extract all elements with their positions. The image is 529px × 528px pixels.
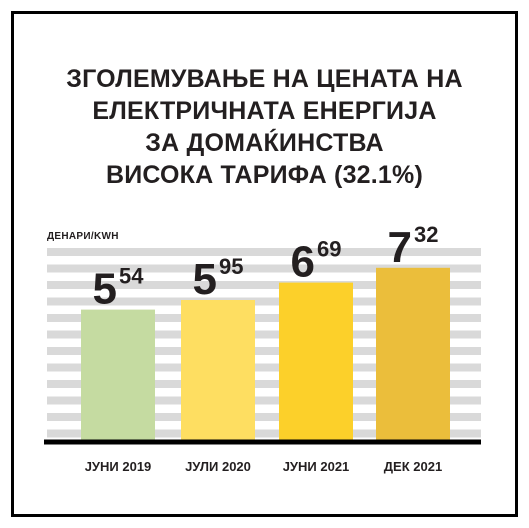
title-line-4: ВИСОКА ТАРИФА (32.1%) bbox=[105, 161, 423, 189]
value-label-sup: 95 bbox=[219, 254, 243, 279]
gridline bbox=[47, 380, 481, 388]
bar-1 bbox=[81, 309, 155, 440]
gridline bbox=[47, 314, 481, 322]
value-label-sup: 69 bbox=[317, 237, 341, 262]
gridline bbox=[47, 297, 481, 306]
category-label-2: ЈУЛИ 2020 bbox=[185, 459, 251, 474]
bars bbox=[81, 267, 450, 440]
gridline bbox=[47, 248, 481, 256]
value-label-3: 669 bbox=[291, 237, 342, 287]
gridline bbox=[47, 429, 481, 438]
value-label-main: 6 bbox=[291, 238, 315, 287]
value-label-2: 595 bbox=[193, 254, 244, 304]
gridline bbox=[47, 396, 481, 405]
bar-2 bbox=[181, 300, 255, 440]
gridline bbox=[47, 281, 481, 289]
category-label-3: ЈУНИ 2021 bbox=[283, 459, 350, 474]
gridlines bbox=[47, 248, 481, 438]
value-label-sup: 32 bbox=[414, 222, 438, 247]
title-line-3: ЗА ДОМАЌИНСТВА bbox=[145, 129, 384, 157]
gridline bbox=[47, 413, 481, 421]
title-line-2: ЕЛЕКТРИЧНАТА ЕНЕРГИЈА bbox=[92, 97, 437, 125]
value-label-main: 5 bbox=[193, 255, 217, 304]
value-label-4: 732 bbox=[388, 222, 439, 272]
value-labels: 554 595 669 732 bbox=[93, 222, 439, 314]
value-label-sup: 54 bbox=[119, 264, 144, 289]
y-axis-label: ДЕНАРИ/KWH bbox=[47, 231, 119, 242]
gridline bbox=[47, 330, 481, 339]
title-line-1: ЗГОЛЕМУВАЊЕ НА ЦЕНАТА НА bbox=[66, 65, 463, 93]
gridline bbox=[47, 264, 481, 273]
category-label-1: ЈУНИ 2019 bbox=[85, 459, 152, 474]
category-labels: ЈУНИ 2019 ЈУЛИ 2020 ЈУНИ 2021 ДЕК 2021 bbox=[85, 459, 443, 474]
gridline bbox=[47, 347, 481, 355]
bar-4 bbox=[376, 267, 450, 440]
gridline bbox=[47, 363, 481, 372]
bar-3 bbox=[279, 282, 353, 440]
value-label-main: 5 bbox=[93, 265, 117, 314]
value-label-1: 554 bbox=[93, 264, 145, 314]
category-label-4: ДЕК 2021 bbox=[384, 459, 442, 474]
chart-title: ЗГОЛЕМУВАЊЕ НА ЦЕНАТА НА ЕЛЕКТРИЧНАТА ЕН… bbox=[0, 63, 529, 191]
value-label-main: 7 bbox=[388, 223, 412, 272]
